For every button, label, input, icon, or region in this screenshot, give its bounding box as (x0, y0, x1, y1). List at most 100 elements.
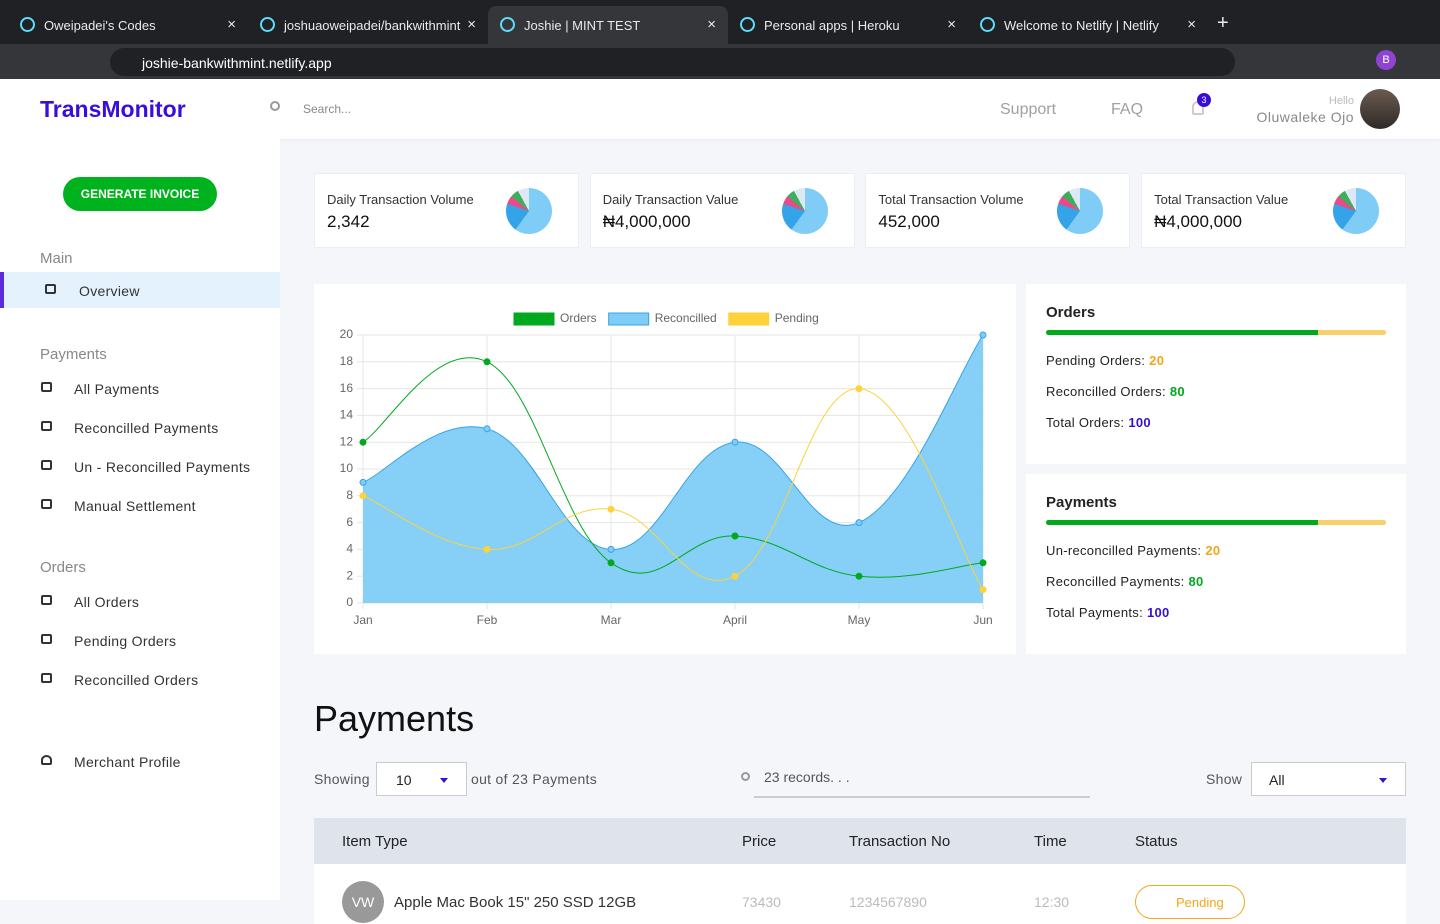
point (359, 478, 367, 486)
nav-item[interactable]: Overview (0, 272, 280, 308)
cell: 12:30 (1034, 894, 1070, 910)
summary-value: 80 (1169, 384, 1185, 399)
records-search[interactable]: 23 records. . . (754, 769, 1090, 798)
x-tick-label: May (848, 613, 871, 627)
nav-icon (41, 634, 52, 644)
legend-label: Orders (560, 311, 597, 325)
nav-label: Reconcilled Payments (74, 420, 219, 436)
summary-card: Orders Pending Orders: 20 Reconcilled Order… (1026, 284, 1406, 464)
url[interactable]: joshie-bankwithmint.netlify.app (110, 48, 1235, 76)
stat-illustration (1057, 188, 1104, 234)
status-pill: Pending (1135, 885, 1245, 919)
legend-label: Pending (775, 311, 819, 325)
summary-row: Pending Orders: 20 (1046, 353, 1164, 368)
point (979, 586, 987, 594)
close-icon[interactable]: × (227, 16, 236, 33)
section-title: Main (40, 250, 73, 267)
stat-illustration (1333, 188, 1380, 234)
summary-value: 20 (1149, 353, 1165, 368)
y-tick-label: 12 (340, 434, 354, 448)
close-icon[interactable]: × (707, 16, 716, 33)
tab-icon (980, 17, 995, 32)
cell: 73430 (742, 894, 781, 910)
generate-invoice-button[interactable]: GENERATE INVOICE (63, 177, 217, 211)
point (855, 572, 863, 580)
tab-title: Personal apps | Heroku (764, 18, 900, 33)
summary-label: Un-reconcilled Payments: (1046, 543, 1202, 558)
summary-row: Reconcilled Payments: 80 (1046, 574, 1204, 589)
nav-item[interactable]: Reconcilled Orders (0, 661, 280, 697)
column-header[interactable]: Item Type (342, 833, 408, 850)
tab-title: Oweipadei's Codes (44, 18, 156, 33)
summary-label: Total Orders: (1046, 415, 1125, 430)
summary-label: Reconcilled Payments: (1046, 574, 1185, 589)
user-avatar[interactable] (1360, 89, 1400, 129)
summary-title: Orders (1046, 304, 1096, 321)
close-icon[interactable]: × (1187, 16, 1196, 33)
x-tick-label: Jan (353, 613, 372, 627)
y-tick-label: 14 (340, 408, 354, 422)
nav-link[interactable]: FAQ (1111, 101, 1144, 118)
stat-label: Total Transaction Volume (878, 192, 1024, 207)
greeting: Hello (1328, 95, 1354, 107)
column-header[interactable]: Status (1135, 833, 1178, 850)
stat-value: ₦4,000,000 (602, 212, 691, 231)
nav-link[interactable]: Support (1000, 101, 1057, 118)
section-title: Payments (40, 346, 107, 363)
sidebar: GENERATE INVOICE Main Overview Payments All… (0, 139, 280, 900)
nav-item[interactable]: Un - Reconcilled Payments (0, 448, 280, 484)
tab-strip: Oweipadei's Codes × joshuaoweipadei/bankwi… (0, 0, 1440, 44)
tab[interactable]: Joshie | MINT TEST × (488, 6, 728, 44)
nav-item[interactable]: Pending Orders (0, 622, 280, 658)
tab-title: joshuaoweipadei/bankwithmint (284, 18, 461, 33)
nav-item[interactable]: All Payments (0, 370, 280, 406)
nav-item[interactable]: All Orders (0, 583, 280, 619)
column-header[interactable]: Time (1034, 833, 1067, 850)
chart-card: 0 2 4 6 8 10 12 14 16 18 20 Jan Feb Mar April May Jun Ord… (314, 284, 1016, 654)
stat-illustration (781, 188, 828, 234)
browser-profile[interactable]: B (1376, 50, 1396, 70)
chart: 0 2 4 6 8 10 12 14 16 18 20 Jan Feb Mar April May Jun Ord… (340, 311, 993, 627)
x-tick-label: April (723, 613, 747, 627)
page-size: 10 (396, 772, 412, 788)
legend-label: Reconcilled (655, 311, 717, 325)
point (607, 545, 615, 553)
tab[interactable]: joshuaoweipadei/bankwithmint × (248, 6, 488, 44)
search-input[interactable]: Search... (303, 102, 352, 116)
column-header[interactable]: Transaction No (849, 833, 951, 850)
progress-pending (1318, 330, 1386, 335)
summary-title: Payments (1046, 494, 1117, 511)
page-size-select[interactable]: 10 (376, 762, 467, 796)
point (979, 559, 987, 567)
new-tab[interactable]: + (1217, 12, 1229, 34)
tab-icon (20, 17, 35, 32)
x-tick-label: Jun (973, 613, 992, 627)
column-header[interactable]: Price (742, 833, 777, 850)
summary-row: Total Payments: 100 (1046, 605, 1170, 620)
tab-icon (740, 17, 755, 32)
nav-icon (41, 421, 52, 431)
nav-item[interactable]: Manual Settlement (0, 487, 280, 523)
stat-illustration (506, 188, 552, 234)
nav-item[interactable]: Reconcilled Payments (0, 409, 280, 445)
tab[interactable]: Personal apps | Heroku × (728, 6, 968, 44)
table-header: Item Type Price Transaction No Time Status (314, 818, 1406, 864)
nav-label: Reconcilled Orders (74, 672, 199, 688)
nav-item[interactable]: Merchant Profile (0, 743, 280, 779)
nav-icon (41, 499, 52, 509)
legend-swatch (608, 312, 650, 326)
filter-select[interactable]: All (1251, 762, 1406, 796)
tab[interactable]: Welcome to Netlify | Netlify × (968, 6, 1208, 44)
summary-value: 80 (1188, 574, 1204, 589)
filter-value: All (1269, 772, 1285, 788)
summary-card: Payments Un-reconcilled Payments: 20 Reconc… (1026, 474, 1406, 654)
close-icon[interactable]: × (947, 16, 956, 33)
close-icon[interactable]: × (467, 16, 476, 33)
search-icon (270, 101, 280, 111)
nav-icon (41, 673, 52, 683)
brand[interactable]: TransMonitor (40, 96, 186, 122)
summary-value: 100 (1128, 415, 1151, 430)
tab[interactable]: Oweipadei's Codes × (8, 6, 248, 44)
stat-value: 2,342 (327, 212, 370, 231)
